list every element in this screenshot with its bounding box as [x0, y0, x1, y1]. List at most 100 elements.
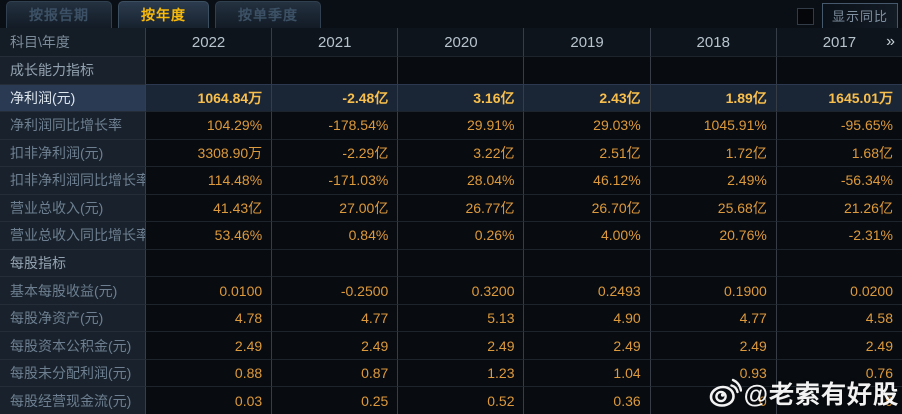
value-cell: 0.93: [649, 358, 776, 387]
value-cell: 0.52: [397, 386, 524, 414]
value-cell: 25.68亿: [649, 193, 776, 222]
row-label: 成长能力指标: [0, 56, 145, 84]
value-cell: -2.48亿: [271, 83, 398, 112]
row-label: 扣非净利润同比增长率: [0, 166, 145, 194]
value-cell: 29.03%: [523, 111, 650, 139]
year-column-header: 2019: [523, 28, 650, 56]
value-cell: 104.29%: [145, 111, 272, 139]
value-cell: 28.04%: [397, 166, 524, 194]
value-cell: 26.77亿: [397, 193, 524, 222]
value-cell: 9: [775, 386, 902, 414]
value-cell: 1064.84万: [145, 83, 272, 112]
value-cell: 0.87: [271, 358, 398, 387]
value-cell: 2.49: [649, 331, 776, 359]
table-header-row: 科目\年度 2022 2021 2020 2019 2018 2017 »: [0, 28, 902, 56]
yoy-controls: 显示同比: [796, 3, 898, 29]
value-cell: 1.68亿: [775, 138, 902, 167]
value-cell: 46.12%: [523, 166, 650, 194]
value-cell: 4.77: [271, 303, 398, 332]
value-cell: 4.78: [145, 303, 272, 332]
value-cell: 4.00%: [523, 221, 650, 249]
show-yoy-label[interactable]: 显示同比: [821, 3, 898, 29]
year-label: 2020: [444, 33, 478, 51]
show-yoy-checkbox[interactable]: [796, 7, 814, 25]
table-row: 营业总收入同比增长率 53.46% 0.84% 0.26% 4.00% 20.76% -2.…: [0, 221, 902, 249]
table-row: 基本每股收益(元) 0.0100 -0.2500 0.3200 0.2493 0.1900…: [0, 276, 902, 304]
row-label: 净利润(元): [0, 83, 145, 112]
value-cell: 26.70亿: [523, 193, 650, 222]
value-cell: 20.76%: [649, 221, 776, 249]
value-cell: 2.49: [397, 331, 524, 359]
value-cell: 21.26亿: [775, 193, 902, 222]
value-cell: 0.0200: [775, 276, 902, 304]
value-cell: 0.36: [523, 386, 650, 414]
year-label: 2017: [822, 33, 857, 51]
value-cell: 1.23: [397, 358, 524, 387]
table-row: 每股资本公积金(元) 2.49 2.49 2.49 2.49 2.49 2.49: [0, 331, 902, 359]
year-column-header: 2021: [271, 28, 398, 56]
value-cell: 114.48%: [145, 166, 272, 194]
value-cell: -2.31%: [775, 221, 902, 249]
year-label: 2018: [696, 33, 730, 51]
value-cell: 2.49: [523, 331, 650, 359]
row-label: 每股经营现金流(元): [0, 386, 145, 414]
value-cell: [775, 248, 902, 277]
value-cell: 0.2493: [523, 276, 650, 304]
table-row: 每股未分配利润(元) 0.88 0.87 1.23 1.04 0.93 0.76: [0, 358, 902, 387]
value-cell: 0.03: [145, 386, 272, 414]
value-cell: 27.00亿: [271, 193, 398, 222]
value-cell: [775, 56, 902, 84]
value-cell: 1.72亿: [649, 138, 776, 167]
value-cell: -0.2500: [271, 276, 398, 304]
year-label: 2021: [318, 33, 352, 51]
value-cell: 3308.90万: [145, 138, 272, 167]
value-cell: [271, 56, 398, 84]
year-column-header: 2022: [145, 28, 272, 56]
row-label: 每股未分配利润(元): [0, 358, 145, 387]
table-row: 净利润(元) 1064.84万 -2.48亿 3.16亿 2.43亿 1.89亿 1645.…: [0, 83, 902, 112]
value-cell: 4.58: [775, 303, 902, 332]
value-cell: [271, 248, 398, 277]
value-cell: 5.13: [397, 303, 524, 332]
value-cell: 0.3200: [397, 276, 524, 304]
value-cell: 2.49%: [649, 166, 776, 194]
table-row: 营业总收入(元) 41.43亿 27.00亿 26.77亿 26.70亿 25.68亿 21…: [0, 193, 902, 222]
tab-by-report-period[interactable]: 按报告期: [6, 1, 112, 28]
row-label: 净利润同比增长率: [0, 111, 145, 139]
value-cell: 2.49: [271, 331, 398, 359]
tab-by-quarter[interactable]: 按单季度: [215, 1, 321, 28]
value-cell: 2.49: [145, 331, 272, 359]
more-years-icon[interactable]: »: [886, 33, 895, 50]
year-label: 2022: [191, 33, 226, 51]
year-column-header: 2020: [397, 28, 524, 56]
row-label: 每股指标: [0, 248, 145, 277]
value-cell: 1.89亿: [649, 83, 776, 112]
value-cell: 2.51亿: [523, 138, 650, 167]
value-cell: [145, 56, 272, 84]
value-cell: [523, 248, 650, 277]
row-label: 扣非净利润(元): [0, 138, 145, 167]
table-row: 扣非净利润(元) 3308.90万 -2.29亿 3.22亿 2.51亿 1.72亿 1.6…: [0, 138, 902, 167]
row-label: 营业总收入同比增长率: [0, 221, 145, 249]
period-tabbar: 按报告期 按年度 按单季度 显示同比: [0, 0, 902, 29]
value-cell: 1645.01万: [775, 83, 902, 112]
value-cell: 4.77: [649, 303, 776, 332]
value-cell: 0: [649, 386, 776, 414]
tab-by-year[interactable]: 按年度: [118, 1, 209, 28]
value-cell: 0.0100: [145, 276, 272, 304]
value-cell: 1045.91%: [649, 111, 776, 139]
table-row: 净利润同比增长率 104.29% -178.54% 29.91% 29.03% 1045.…: [0, 111, 902, 139]
value-cell: 0.1900: [649, 276, 776, 304]
financial-data-table: 科目\年度 2022 2021 2020 2019 2018 2017 » 成长能力指标 净利…: [0, 28, 902, 414]
value-cell: [397, 56, 524, 84]
year-column-header: 2018: [649, 28, 776, 56]
year-column-header: 2017 »: [775, 28, 902, 56]
value-cell: 3.22亿: [397, 138, 524, 167]
value-cell: 0.25: [271, 386, 398, 414]
value-cell: 41.43亿: [145, 193, 272, 222]
value-cell: -95.65%: [775, 111, 902, 139]
corner-label: 科目\年度: [0, 28, 145, 56]
value-cell: 3.16亿: [397, 83, 524, 112]
value-cell: [649, 248, 776, 277]
